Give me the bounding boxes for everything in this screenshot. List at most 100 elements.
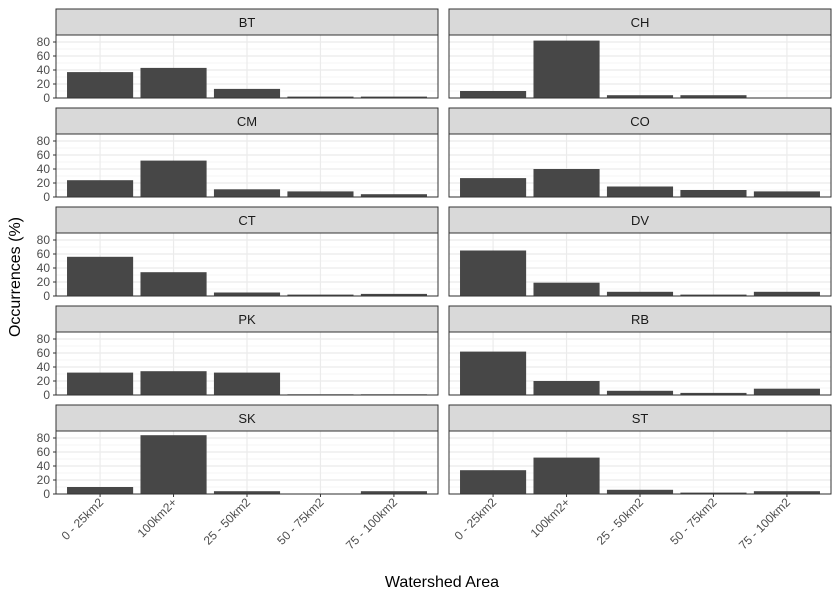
x-tick-label: 100km2+ [528, 495, 573, 540]
bar [606, 95, 674, 98]
facet-strip [448, 305, 832, 333]
x-tick-label: 25 - 50km2 [594, 495, 647, 548]
bar [140, 67, 207, 98]
x-tick-label: 75 - 100km2 [343, 495, 400, 552]
bar [140, 371, 207, 395]
facet-panel-st: ST [448, 404, 832, 495]
bar [680, 294, 747, 296]
facet-panel-ch: CH [448, 8, 832, 99]
panel-border [55, 34, 439, 99]
facet-strip-label: DV [631, 213, 649, 228]
bar [67, 72, 134, 98]
y-tick-label: 20 [37, 374, 51, 388]
y-tick-label: 60 [37, 247, 51, 261]
facet-strip [448, 8, 832, 36]
bar [67, 180, 134, 197]
x-tick-label: 75 - 100km2 [736, 495, 793, 552]
panel-border [448, 133, 832, 198]
x-tick-label: 50 - 75km2 [667, 495, 720, 548]
facet-panel-rb: RB [448, 305, 832, 396]
facet-strip-label: ST [632, 411, 649, 426]
y-tick-label: 80 [37, 35, 51, 49]
bar [287, 294, 354, 296]
y-tick-label: 80 [37, 134, 51, 148]
y-tick-label: 60 [37, 148, 51, 162]
bar [140, 160, 207, 197]
panel-border [448, 331, 832, 396]
bar [213, 491, 281, 494]
bar [360, 293, 427, 296]
facet-strip [55, 107, 439, 135]
bar [680, 492, 747, 494]
facet-strip [448, 404, 832, 432]
panel-border [448, 34, 832, 99]
panel-border [55, 331, 439, 396]
facet-strip-label: PK [238, 312, 256, 327]
y-tick-label: 0 [43, 190, 50, 204]
y-tick-label: 80 [37, 431, 51, 445]
x-tick-label: 100km2+ [135, 495, 180, 540]
y-tick-label: 80 [37, 332, 51, 346]
facet-panels: BT020406080CHCM020406080COCT020406080DVP… [37, 8, 832, 501]
y-tick-label: 40 [37, 360, 51, 374]
x-tick-label: 0 - 25km2 [59, 495, 107, 543]
bar [753, 388, 820, 395]
y-tick-label: 60 [37, 49, 51, 63]
bar [606, 489, 674, 494]
facet-strip [55, 8, 439, 36]
panel-border [55, 232, 439, 297]
bar [606, 186, 674, 197]
x-tick-label: 50 - 75km2 [274, 495, 327, 548]
x-axis-title: Watershed Area [385, 574, 499, 591]
bar [213, 292, 281, 296]
bar [213, 88, 281, 98]
facet-panel-dv: DV [448, 206, 832, 297]
bar [213, 372, 281, 395]
bar [753, 291, 820, 296]
y-axis-title: Occurrences (%) [7, 217, 24, 337]
bar [606, 291, 674, 296]
bar [533, 40, 600, 98]
y-tick-label: 40 [37, 459, 51, 473]
bar [360, 96, 427, 98]
facet-strip-label: CT [238, 213, 255, 228]
bar [67, 487, 134, 494]
y-tick-label: 40 [37, 63, 51, 77]
bar [533, 169, 600, 197]
y-tick-label: 0 [43, 388, 50, 402]
y-tick-label: 20 [37, 77, 51, 91]
bar [533, 381, 600, 395]
facet-strip-label: SK [238, 411, 256, 426]
y-tick-label: 0 [43, 91, 50, 105]
y-tick-label: 20 [37, 275, 51, 289]
bar [460, 470, 527, 494]
bar [460, 250, 527, 296]
bar [680, 190, 747, 197]
bar [753, 491, 820, 494]
bar [753, 191, 820, 197]
panel-border [448, 232, 832, 297]
x-tick-label: 25 - 50km2 [201, 495, 254, 548]
bar [460, 178, 527, 197]
facet-strip-label: CH [631, 15, 650, 30]
y-tick-label: 0 [43, 289, 50, 303]
bar [533, 457, 600, 494]
y-tick-label: 0 [43, 487, 50, 501]
y-tick-label: 40 [37, 162, 51, 176]
bar [533, 282, 600, 296]
bar [360, 491, 427, 494]
panel-border [55, 133, 439, 198]
y-tick-label: 60 [37, 346, 51, 360]
bar [140, 435, 207, 494]
facet-strip-label: BT [239, 15, 256, 30]
bar [67, 372, 134, 395]
bar [680, 392, 747, 395]
facet-strip [55, 404, 439, 432]
facet-strip-label: CO [630, 114, 650, 129]
bar [287, 96, 354, 98]
bar [140, 272, 207, 296]
